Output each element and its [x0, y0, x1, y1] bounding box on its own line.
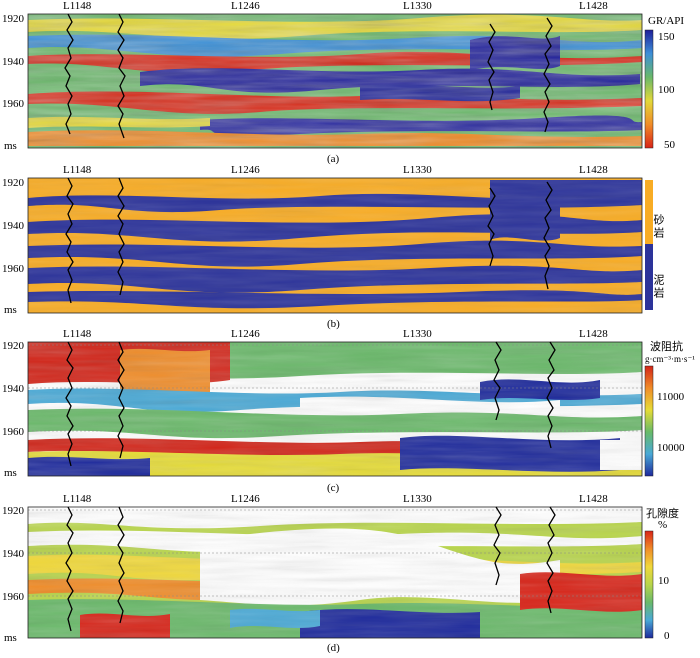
well-label: L1330	[403, 328, 432, 340]
section-d	[27, 506, 643, 639]
y-tick: 1940	[2, 383, 25, 395]
caption-c: (c)	[327, 482, 340, 494]
y-tick: 1920	[2, 177, 25, 189]
colorbar-c: 波阻抗 g·cm⁻³·m·s⁻¹ 11000 10000	[644, 339, 695, 477]
colorbar-unit: %	[658, 519, 667, 531]
well-label: L1246	[231, 164, 260, 176]
caption-a: (a)	[327, 153, 340, 165]
well-label: L1148	[63, 164, 92, 176]
well-label: L1148	[63, 328, 92, 340]
colorbar-tick: 100	[658, 84, 675, 96]
y-tick: ms	[4, 140, 17, 152]
well-label: L1428	[579, 328, 608, 340]
well-logs-c	[65, 341, 556, 467]
well-logs-b	[65, 177, 553, 304]
facies-legend-b: 砂岩 泥岩	[645, 180, 665, 310]
colorbar-tick: 150	[658, 31, 675, 43]
y-tick: 1960	[2, 591, 25, 603]
y-tick: ms	[4, 467, 17, 479]
y-tick: ms	[4, 632, 17, 644]
y-ticks-b: 1920 1940 1960 ms	[2, 177, 25, 316]
colorbar-title: GR/API	[648, 15, 684, 27]
caption-b: (b)	[327, 318, 340, 330]
y-tick: 1960	[2, 98, 25, 110]
colorbar-tick: 10000	[657, 442, 685, 454]
y-tick: 1920	[2, 13, 25, 25]
colorbar-tick: 50	[664, 139, 676, 151]
well-label: L1330	[403, 0, 432, 12]
well-label: L1246	[231, 0, 260, 12]
well-labels-b: L1148 L1246 L1330 L1428	[63, 164, 608, 176]
y-tick: 1920	[2, 340, 25, 352]
facies-label-sand: 砂岩	[652, 214, 665, 240]
well-label: L1246	[231, 493, 260, 505]
well-labels-c: L1148 L1246 L1330 L1428	[63, 328, 608, 340]
y-ticks-d: 1920 1940 1960 ms	[2, 505, 25, 644]
y-ticks-c: 1920 1940 1960 ms	[2, 340, 25, 479]
colorbar-title: 波阻抗	[650, 339, 683, 353]
panel-a: L1148 L1246 L1330 L1428 1920 1940 1960 m…	[2, 0, 684, 165]
panel-b: L1148 L1246 L1330 L1428 1920 1940 1960 m…	[2, 164, 665, 330]
colorbar-d: 孔隙度 % 10 0	[644, 506, 679, 642]
well-labels-a: L1148 L1246 L1330 L1428	[63, 0, 608, 12]
y-tick: ms	[4, 304, 17, 316]
colorbar-a: GR/API 150 100 50	[644, 15, 684, 151]
well-label: L1330	[403, 164, 432, 176]
well-label: L1246	[231, 328, 260, 340]
caption-d: (d)	[327, 642, 340, 653]
y-tick: 1940	[2, 56, 25, 68]
sand-swatch	[645, 180, 653, 244]
well-label: L1428	[579, 493, 608, 505]
section-a	[27, 13, 643, 149]
well-label: L1428	[579, 164, 608, 176]
section-b	[27, 177, 643, 314]
well-logs-d	[65, 506, 556, 632]
well-label: L1330	[403, 493, 432, 505]
panel-c: L1148 L1246 L1330 L1428 1920 1940 1960 m…	[2, 328, 695, 494]
colorbar-unit: g·cm⁻³·m·s⁻¹	[645, 354, 695, 364]
well-label: L1148	[63, 0, 92, 12]
y-tick: 1940	[2, 548, 25, 560]
y-tick: 1920	[2, 505, 25, 517]
y-tick: 1940	[2, 220, 25, 232]
facies-label-mud: 泥岩	[652, 274, 665, 300]
colorbar-tick: 0	[664, 630, 670, 642]
colorbar-tick: 11000	[657, 391, 685, 403]
well-logs-a	[64, 13, 553, 139]
colorbar-tick: 10	[658, 575, 670, 587]
y-tick: 1960	[2, 426, 25, 438]
mud-swatch	[645, 244, 653, 310]
well-label: L1148	[63, 493, 92, 505]
well-label: L1428	[579, 0, 608, 12]
y-ticks-a: 1920 1940 1960 ms	[2, 13, 25, 152]
section-c	[27, 341, 643, 477]
well-labels-d: L1148 L1246 L1330 L1428	[63, 493, 608, 505]
panel-d: L1148 L1246 L1330 L1428 1920 1940 1960 m…	[2, 493, 679, 654]
y-tick: 1960	[2, 263, 25, 275]
colorbar-title: 孔隙度	[646, 506, 679, 520]
